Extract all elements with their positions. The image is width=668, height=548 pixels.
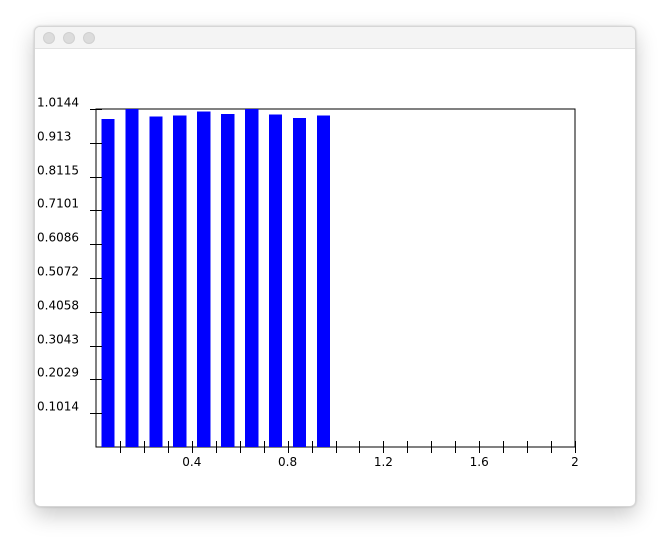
y-tick-label-4: 0.4058 — [37, 299, 79, 313]
y-tick-label-2: 0.2029 — [37, 366, 79, 380]
bar-9 — [292, 117, 307, 447]
y-tick-label-7: 0.7101 — [37, 197, 79, 211]
y-tick-label-10: 1.0144 — [37, 96, 79, 110]
plot-frame — [95, 108, 576, 448]
y-tick-label-8: 0.8115 — [37, 164, 79, 178]
bar-chart: 0.4 0.8 1.2 1.6 2 0.1014 0.2029 0.3043 0.4058 0.5… — [37, 96, 579, 470]
y-tick-label-5: 0.5072 — [37, 265, 79, 279]
bar-2 — [125, 109, 139, 448]
close-window-button[interactable] — [43, 32, 55, 44]
bar-8 — [269, 114, 283, 447]
bar-6 — [221, 113, 235, 447]
zoom-window-button[interactable] — [83, 32, 95, 44]
y-tick-label-3: 0.3043 — [37, 333, 79, 347]
x-tick-label-2: 0.8 — [278, 455, 297, 469]
x-tick-label-5: 2 — [571, 455, 579, 469]
bar-10 — [316, 115, 331, 447]
chart-window: 0.4 0.8 1.2 1.6 2 0.1014 0.2029 0.3043 0.4058 0.5… — [34, 26, 636, 507]
x-tick-label-1: 0.4 — [182, 455, 201, 469]
bar-5 — [197, 111, 211, 447]
y-tick-label-6: 0.6086 — [37, 231, 79, 245]
x-tick-label-3: 1.2 — [374, 455, 393, 469]
y-tick-label-1: 0.1014 — [37, 400, 79, 414]
title-bar — [35, 27, 635, 49]
minimize-window-button[interactable] — [63, 32, 75, 44]
bar-7 — [245, 109, 259, 447]
bar-3 — [149, 116, 163, 448]
bar-4 — [173, 115, 187, 447]
bar-1 — [101, 118, 115, 447]
y-tick-label-9: 0.913 — [37, 130, 71, 144]
x-tick-label-4: 1.6 — [470, 455, 489, 469]
